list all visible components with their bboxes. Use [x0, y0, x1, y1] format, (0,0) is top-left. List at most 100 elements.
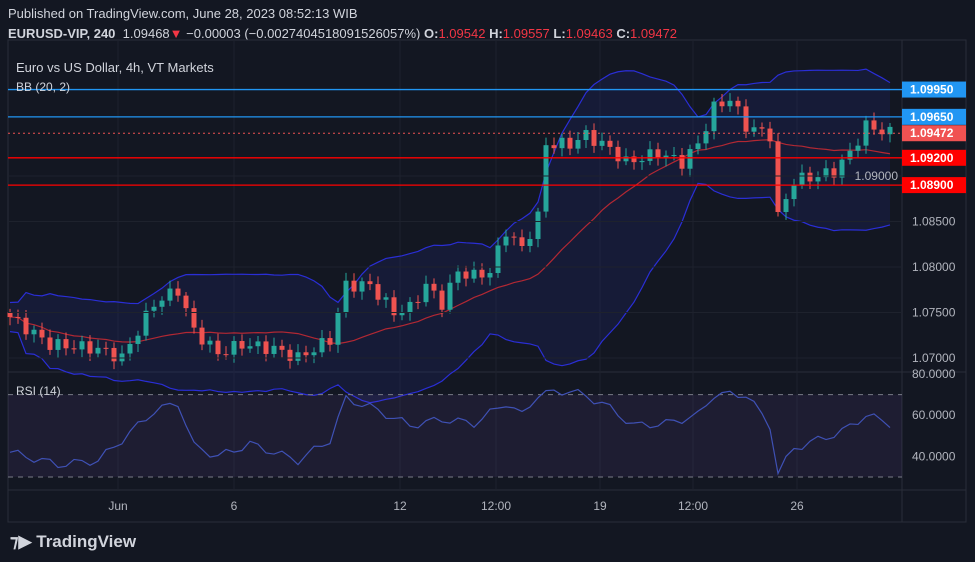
candle-body [791, 185, 797, 200]
candle-body [887, 126, 893, 135]
candle-body [719, 101, 725, 107]
candle-body [367, 281, 373, 285]
h-label: H: [489, 26, 503, 41]
candle-body [655, 149, 661, 159]
c-label: C: [616, 26, 631, 41]
candle-body [527, 239, 533, 247]
rsi-tick-label: 80.0000 [912, 367, 956, 381]
brand-name: TradingView [36, 532, 137, 551]
low: 1.09463 [565, 26, 613, 41]
candle-body [471, 269, 477, 279]
tv-logo-icon: ⁊▶ [10, 532, 37, 551]
rsi-legend[interactable]: RSI (14) [16, 384, 61, 398]
candle-body [503, 236, 509, 246]
candle-body [751, 127, 757, 132]
bb-fill [10, 69, 890, 403]
candle-body [871, 120, 877, 130]
x-tick-label: Jun [108, 499, 127, 513]
symbol-bar: EURUSD-VIP, 240 1.09468▼ −0.00003 (−0.00… [8, 26, 677, 41]
bb-lower [9, 182, 891, 404]
level-label: 1.09650 [910, 110, 954, 124]
candle-body [671, 155, 677, 157]
candle-body [79, 341, 85, 350]
candle-body [495, 245, 501, 274]
candle-body [623, 156, 629, 162]
candle-body [687, 149, 693, 169]
candle-body [391, 297, 397, 316]
candle-body [679, 155, 685, 169]
candle-body [167, 288, 173, 301]
candle-body [415, 301, 421, 303]
candle-body [439, 290, 445, 310]
candle-body [231, 341, 237, 355]
candle-body [263, 341, 269, 354]
candle-body [335, 312, 341, 345]
candle-body [199, 327, 205, 345]
candle-body [183, 295, 189, 309]
level-label: 1.09200 [910, 151, 954, 165]
candle-body [119, 353, 125, 362]
candle-body [735, 100, 741, 107]
candle-body [855, 145, 861, 151]
candle-body [647, 149, 653, 161]
x-tick-label: 12:00 [678, 499, 708, 513]
candle-body [127, 343, 133, 354]
candle-body [695, 143, 701, 150]
candle-body [143, 310, 149, 336]
level-tag [902, 177, 966, 194]
level-label: 1.09950 [910, 83, 954, 97]
candle-body [559, 137, 565, 149]
symbol[interactable]: EURUSD-VIP, 240 [8, 26, 116, 41]
level-label: 1.09472 [910, 126, 954, 140]
candle-body [39, 329, 45, 338]
candle-body [511, 236, 517, 238]
candle-body [223, 354, 229, 356]
rsi-tick-label: 40.0000 [912, 449, 956, 463]
y-tick-label: 1.08500 [912, 215, 956, 229]
candle-body [287, 349, 293, 361]
candle-body [95, 347, 101, 354]
candle-body [663, 155, 669, 159]
chart-legend-title: Euro vs US Dollar, 4h, VT Markets [16, 60, 214, 75]
candle-body [239, 341, 245, 349]
rsi-line [9, 388, 891, 476]
candle-body [407, 301, 413, 313]
candle-body [703, 131, 709, 144]
candle-body [463, 271, 469, 279]
rsi-tick-label: 60.0000 [912, 408, 956, 422]
candle-body [775, 141, 781, 213]
last-price: 1.09468 [122, 26, 170, 41]
candle-body [383, 297, 389, 300]
candle-body [63, 339, 69, 349]
level-tag [902, 81, 966, 98]
rsi-band [8, 394, 902, 477]
x-tick-label: 26 [790, 499, 804, 513]
tradingview-logo: ⁊▶ TradingView [10, 532, 136, 552]
candle-body [191, 308, 197, 328]
bb-legend[interactable]: BB (20, 2) [16, 80, 71, 94]
candle-body [343, 280, 349, 313]
candle-body [399, 312, 405, 316]
level-tag [902, 149, 966, 166]
candle-body [847, 150, 853, 160]
candle-body [799, 172, 805, 186]
candle-body [151, 306, 157, 311]
candle-body [303, 352, 309, 356]
candle-body [759, 127, 765, 129]
candle-body [159, 300, 165, 307]
close: 1.09472 [630, 26, 678, 41]
candle-body [87, 341, 93, 354]
candle-body [71, 348, 77, 350]
l-label: L: [553, 26, 566, 41]
candle-body [431, 283, 437, 291]
candle-body [487, 273, 493, 278]
level-label: 1.08900 [910, 178, 954, 192]
candle-body [543, 145, 549, 212]
candle-body [607, 140, 613, 147]
candle-body [839, 159, 845, 178]
y-tick-label: 1.09000 [855, 169, 899, 183]
chart-frame [7, 39, 967, 523]
candle-body [479, 269, 485, 278]
candle-body [879, 129, 885, 135]
